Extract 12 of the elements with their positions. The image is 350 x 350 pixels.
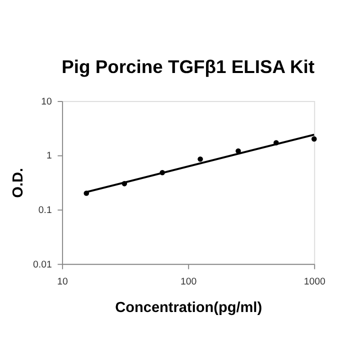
y-tick-label: 1 xyxy=(46,150,52,162)
x-tick-label: 100 xyxy=(180,276,198,288)
y-tick-label: 0.1 xyxy=(38,204,52,216)
y-tick-label: 0.01 xyxy=(33,259,52,270)
x-tick-label: 1000 xyxy=(304,276,326,288)
point xyxy=(311,136,317,142)
chart-title: Pig Porcine TGFβ1 ELISA Kit xyxy=(62,56,315,77)
point xyxy=(198,156,203,162)
x-tick-label: 10 xyxy=(57,276,69,288)
y-tick-label: 10 xyxy=(41,96,52,108)
x-axis-title: Concentration(pg/ml) xyxy=(115,300,262,316)
y-axis-title: O.D. xyxy=(10,168,26,198)
